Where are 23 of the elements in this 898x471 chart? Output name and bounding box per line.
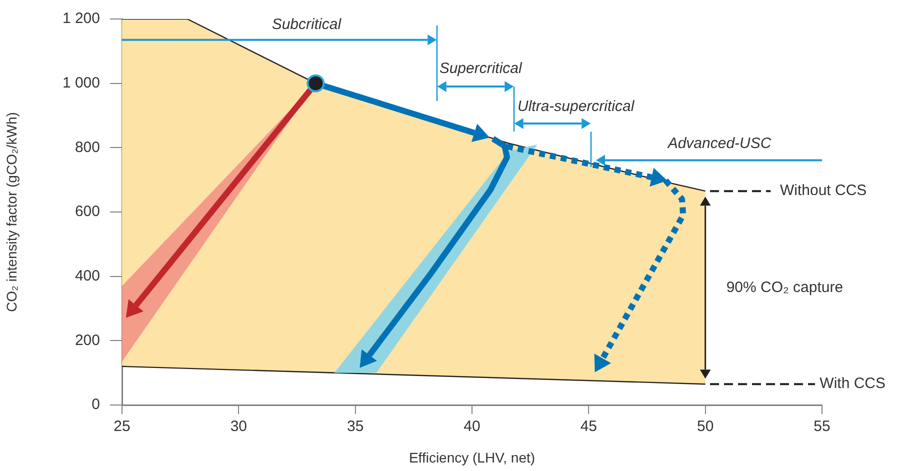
annotation: With CCS <box>820 375 886 394</box>
annotation: Supercritical <box>439 60 522 78</box>
x-tick-label: 25 <box>114 418 130 436</box>
x-tick-label: 40 <box>464 418 480 436</box>
x-tick-label: 35 <box>346 418 364 436</box>
annotation: 90% CO₂ capture <box>726 278 844 297</box>
y-tick-label: 0 <box>92 396 100 414</box>
y-tick-label: 400 <box>74 267 100 284</box>
annotation: Without CCS <box>780 182 867 200</box>
y-tick-label: 600 <box>74 203 100 220</box>
y-tick-label: 1 000 <box>62 74 100 92</box>
y-tick-label: 1 200 <box>62 10 100 28</box>
annotation: Advanced-USC <box>668 135 772 154</box>
x-tick-label: 55 <box>814 418 830 436</box>
x-tick-label: 30 <box>230 418 248 436</box>
y-tick-label: 200 <box>74 332 100 349</box>
x-axis-title: Efficiency (LHV, net) <box>408 449 536 466</box>
annotation: Subcritical <box>272 16 342 34</box>
x-tick-label: 50 <box>696 418 714 436</box>
annotation: Ultra-supercritical <box>518 98 634 116</box>
x-tick-label: 45 <box>580 418 598 436</box>
y-axis-title: CO₂ intensity factor (gCO₂/kWh) <box>3 112 20 312</box>
y-tick-label: 800 <box>74 138 100 156</box>
